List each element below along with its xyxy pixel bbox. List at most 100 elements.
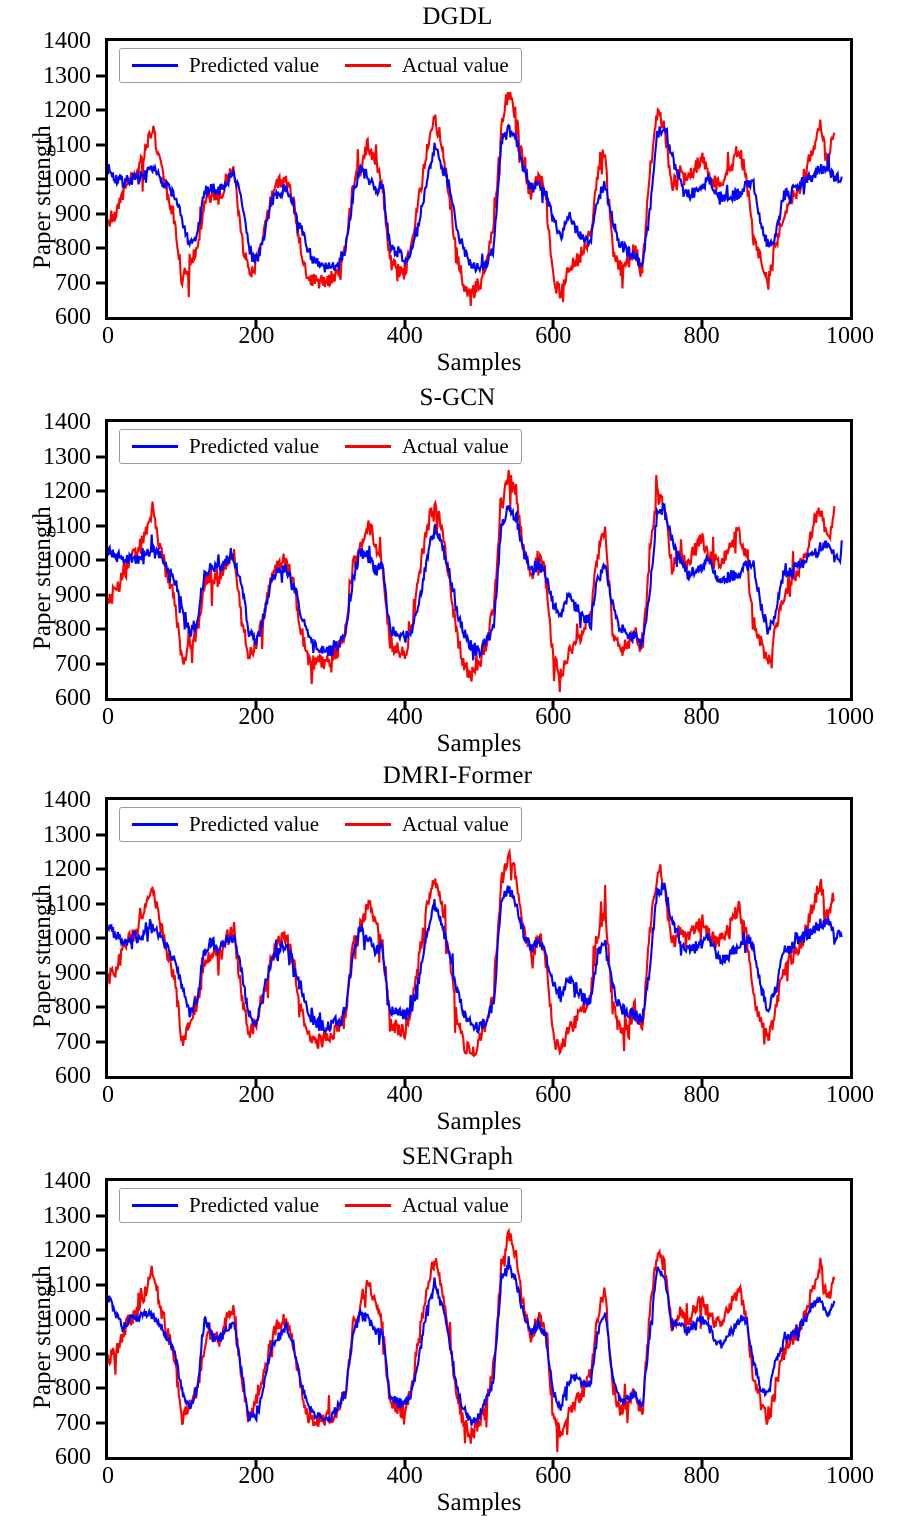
x-tick-label: 600 — [535, 1463, 572, 1489]
y-tick-label: 1100 — [43, 1271, 91, 1298]
y-tick-mark — [96, 662, 105, 665]
y-tick-labels: 600 700 800 900 1000 1100 1200 1300 1400 — [0, 788, 100, 1088]
y-tick-label: 800 — [55, 1375, 91, 1401]
x-tick-label: 1000 — [826, 323, 874, 349]
y-tick-labels: 600 700 800 900 1000 1100 1200 1300 1400 — [0, 1169, 100, 1469]
x-tick-labels: 0 200 400 600 800 1000 — [0, 322, 915, 356]
y-tick-label: 1200 — [43, 478, 91, 504]
x-tick-label: 1000 — [826, 1082, 874, 1108]
x-tick-mark — [403, 1079, 407, 1088]
y-tick-mark — [96, 971, 105, 974]
legend-label-actual: Actual value — [402, 434, 509, 458]
y-tick-mark — [96, 1214, 105, 1217]
y-tick-label: 1400 — [43, 409, 91, 435]
y-tick-label: 1000 — [43, 1306, 91, 1332]
y-tick-label: 900 — [55, 1340, 91, 1367]
x-tick-label: 800 — [683, 1463, 720, 1489]
y-tick-label: 1400 — [43, 1168, 91, 1194]
predicted-value-line — [108, 125, 842, 272]
y-tick-label: 600 — [55, 1444, 91, 1470]
y-tick-label: 1300 — [43, 821, 91, 848]
y-tick-label: 1400 — [43, 787, 91, 813]
x-tick-label: 800 — [683, 1082, 720, 1108]
x-tick-label: 400 — [386, 704, 423, 730]
y-tick-mark — [96, 1248, 105, 1252]
x-tick-label: 0 — [102, 704, 114, 730]
y-tick-labels: 600 700 800 900 1000 1100 1200 1300 1400 — [0, 29, 100, 329]
x-tick-label: 400 — [386, 323, 423, 349]
x-tick-mark — [551, 1460, 555, 1469]
x-tick-mark — [254, 1460, 258, 1469]
y-tick-mark — [96, 1386, 105, 1390]
y-tick-mark — [96, 627, 105, 631]
predicted-value-line — [108, 1256, 834, 1425]
legend-entry-predicted: Predicted value — [132, 435, 319, 457]
y-tick-mark — [96, 833, 105, 836]
y-tick-mark — [96, 593, 105, 596]
actual-value-line — [108, 1231, 834, 1452]
x-tick-mark — [403, 320, 407, 329]
y-tick-mark — [96, 455, 105, 458]
x-tick-mark — [700, 1079, 704, 1088]
y-tick-label: 900 — [55, 200, 91, 227]
y-tick-mark — [96, 212, 105, 215]
legend-entry-predicted: Predicted value — [132, 1194, 319, 1216]
x-tick-labels: 0 200 400 600 800 1000 — [0, 1081, 915, 1115]
panel-title: DMRI-Former — [382, 762, 533, 789]
x-tick-mark — [551, 1079, 555, 1088]
x-tick-label: 600 — [535, 704, 572, 730]
x-axis-title: Samples — [436, 349, 522, 376]
legend-line-swatch-actual — [345, 1203, 392, 1207]
x-tick-label: 800 — [683, 323, 720, 349]
y-tick-label: 1100 — [43, 512, 91, 539]
y-tick-mark — [96, 1421, 105, 1424]
x-axis-title: Samples — [436, 1489, 522, 1516]
legend-entry-actual: Actual value — [345, 435, 509, 457]
y-tick-label: 1100 — [43, 131, 91, 158]
legend-entry-actual: Actual value — [345, 54, 509, 76]
y-tick-label: 1300 — [43, 443, 91, 470]
x-tick-label: 0 — [102, 1463, 114, 1489]
x-tick-labels: 0 200 400 600 800 1000 — [0, 703, 915, 737]
x-tick-label: 600 — [535, 323, 572, 349]
legend: Predicted value Actual value — [119, 1188, 522, 1223]
y-tick-label: 1000 — [43, 547, 91, 573]
y-tick-mark — [96, 524, 105, 527]
chart-panel: S-GCN Paper strength 600 700 800 900 1000 1100 1… — [0, 381, 915, 762]
x-tick-label: 400 — [386, 1463, 423, 1489]
y-tick-label: 600 — [55, 304, 91, 330]
y-tick-label: 600 — [55, 1063, 91, 1089]
legend-line-swatch-predicted — [132, 63, 178, 67]
legend-line-swatch-actual — [345, 444, 392, 448]
y-tick-mark — [96, 902, 105, 905]
x-tick-label: 800 — [683, 704, 720, 730]
y-tick-label: 1000 — [43, 166, 91, 192]
legend-label-actual: Actual value — [402, 53, 509, 77]
x-axis-title: Samples — [436, 1108, 522, 1135]
predicted-value-line — [108, 503, 842, 660]
legend-label-predicted: Predicted value — [189, 53, 320, 77]
y-tick-label: 700 — [55, 1028, 91, 1055]
panel-title: S-GCN — [419, 384, 496, 411]
x-tick-mark — [254, 320, 258, 329]
legend-entry-predicted: Predicted value — [132, 54, 319, 76]
y-tick-mark — [96, 1317, 105, 1321]
x-tick-label: 1000 — [826, 704, 874, 730]
y-tick-mark — [96, 246, 105, 250]
x-tick-label: 1000 — [826, 1463, 874, 1489]
y-tick-label: 1200 — [43, 856, 91, 882]
y-tick-label: 800 — [55, 994, 91, 1020]
actual-value-line — [108, 470, 834, 692]
y-tick-label: 800 — [55, 616, 91, 642]
x-tick-labels: 0 200 400 600 800 1000 — [0, 1462, 915, 1496]
y-tick-mark — [96, 558, 105, 562]
x-tick-mark — [551, 320, 555, 329]
x-axis-title: Samples — [436, 730, 522, 757]
y-tick-label: 1200 — [43, 1237, 91, 1263]
plot-area — [105, 1178, 853, 1460]
y-tick-mark — [96, 143, 105, 146]
y-tick-mark — [96, 74, 105, 77]
legend-line-swatch-predicted — [132, 444, 178, 448]
plot-area — [105, 419, 853, 701]
y-tick-label: 1300 — [43, 1202, 91, 1229]
